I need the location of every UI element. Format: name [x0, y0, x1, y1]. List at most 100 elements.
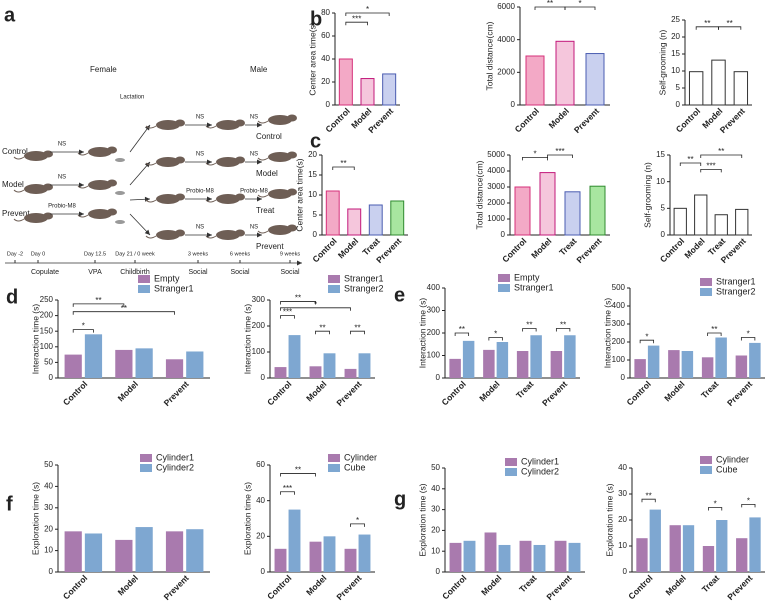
significance-label: * [578, 0, 581, 8]
significance-label: * [82, 322, 85, 331]
significance-bracket [350, 330, 365, 335]
y-tick-label: 0 [676, 100, 681, 109]
x-tick-label: Treat [517, 573, 539, 595]
bar [539, 172, 556, 236]
y-tick-label: 500 [612, 283, 626, 292]
panel-label: g [394, 488, 406, 510]
legend-label: Cube [344, 462, 366, 472]
panel-label: a [4, 4, 16, 26]
treatment-label: NS [196, 152, 204, 158]
legend-label: Cylinder1 [156, 452, 194, 462]
mouse-head [175, 119, 185, 127]
y-tick-label: 40 [618, 463, 627, 472]
legend-label: Cylinder2 [156, 462, 194, 472]
bar [589, 185, 606, 236]
y-tick-label: 50 [44, 358, 53, 367]
bar [530, 335, 542, 378]
mouse-tail [77, 214, 89, 218]
bar [344, 548, 357, 572]
y-tick-label: 0 [261, 373, 266, 382]
y-tick-label: 5 [661, 203, 666, 212]
x-tick-label: Model [547, 106, 571, 130]
y-tick-label: 0 [623, 567, 628, 576]
significance-label: * [533, 150, 536, 159]
y-tick-label: 40 [321, 54, 330, 63]
significance-bracket [718, 26, 742, 30]
mouse-tail [77, 152, 89, 156]
x-tick-label: Prevent [540, 379, 569, 408]
bar [673, 207, 687, 236]
timeline-event: Copulate [31, 269, 59, 276]
legend-label: Stranger2 [344, 283, 384, 293]
arrow-head [144, 229, 150, 235]
y-tick-label: 3000 [487, 182, 505, 191]
treatment-label: NS [196, 225, 204, 231]
y-tick-label: 2000 [497, 67, 515, 76]
bar [368, 204, 383, 236]
bar [736, 538, 748, 572]
x-tick-label: Control [624, 379, 652, 407]
significance-bracket [555, 328, 571, 332]
x-tick-label: Prevent [334, 573, 363, 602]
timeline-day: Day 0 [31, 251, 45, 257]
bar [358, 534, 371, 572]
bar [555, 40, 575, 106]
mouse-head [175, 229, 185, 237]
mouse-tail [257, 230, 269, 234]
timeline-event: Childbirth [120, 269, 150, 276]
legend-label: Empty [514, 272, 540, 282]
mouse-tail [205, 199, 217, 203]
treatment-label: Probio-M8 [48, 204, 76, 210]
mouse-body [156, 194, 180, 204]
bar [550, 351, 563, 378]
timeline-event: Social [280, 269, 300, 276]
legend-swatch [498, 274, 510, 282]
x-tick-label: Treat [699, 379, 721, 401]
y-tick-label: 5 [313, 210, 318, 219]
timeline-day: Day 12.5 [84, 251, 106, 257]
mouse-head [107, 146, 117, 154]
bar [449, 358, 461, 378]
significance-label: ** [547, 0, 553, 8]
significance-label: * [494, 330, 497, 339]
bar [186, 529, 204, 572]
legend-label: Stranger1 [344, 273, 384, 283]
legend-label: Stranger1 [154, 283, 194, 293]
mouse-tail [205, 162, 217, 166]
mouse-head [175, 156, 185, 164]
legend-swatch [700, 278, 712, 286]
bar [749, 517, 761, 572]
y-axis-label: Total distance(cm) [474, 160, 484, 229]
bar [568, 542, 581, 572]
significance-label: ** [340, 159, 346, 168]
x-tick-label: Prevent [162, 379, 191, 408]
significance-bracket [564, 6, 596, 10]
bar [338, 58, 353, 106]
bar [514, 186, 531, 236]
bar [564, 335, 576, 378]
bar [647, 345, 660, 378]
y-tick-label: 30 [618, 489, 627, 498]
legend-swatch [328, 454, 340, 462]
x-tick-label: Control [440, 573, 468, 601]
significance-label: *** [706, 162, 715, 171]
panel-label: f [6, 493, 13, 515]
mouse-tail [145, 199, 157, 203]
y-tick-label: 20 [256, 531, 265, 540]
significance-label: ** [727, 19, 733, 28]
y-tick-label: 150 [40, 326, 54, 335]
significance-label: ** [704, 19, 710, 28]
legend-swatch [140, 454, 152, 462]
bar [716, 520, 728, 572]
x-tick-label: Treat [514, 379, 536, 401]
bar [84, 334, 103, 378]
bar [309, 541, 322, 572]
x-tick-label: Model [304, 573, 328, 597]
bar [64, 531, 82, 572]
group-label: Control [2, 147, 28, 156]
bar [733, 71, 749, 106]
bar [360, 78, 375, 106]
y-tick-label: 0 [313, 230, 318, 239]
significance-bracket [72, 311, 175, 315]
y-tick-label: 0 [501, 230, 506, 239]
